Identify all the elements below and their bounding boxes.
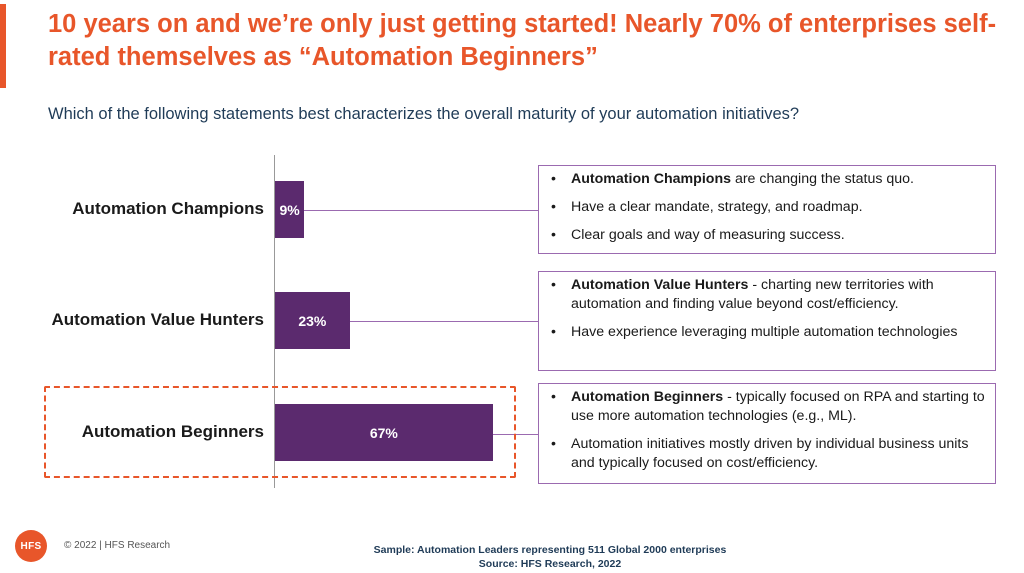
sample-note: Sample: Automation Leaders representing …	[373, 544, 727, 556]
survey-question: Which of the following statements best c…	[48, 105, 800, 123]
bar-automation-beginners: 67%	[275, 404, 493, 461]
connector-line	[349, 320, 538, 322]
bar-automation-value-hunters: 23%	[275, 292, 350, 349]
bar-value-label: 67%	[369, 424, 398, 441]
copyright-text: © 2022 | HFS Research	[64, 540, 171, 551]
highlight-dashed-box	[44, 386, 516, 478]
callout-bullet: Automation Value Hunters - charting new …	[547, 276, 985, 314]
chart-axis-line	[274, 155, 275, 488]
connector-line	[304, 209, 538, 211]
callout-bullet: Have experience leveraging multiple auto…	[547, 323, 985, 342]
category-label-automation-value-hunters: Automation Value Hunters	[51, 309, 264, 329]
bar-value-label: 9%	[279, 201, 300, 218]
callout-automation-champions: Automation Champions are changing the st…	[538, 165, 996, 254]
callout-bullet: Have a clear mandate, strategy, and road…	[547, 198, 985, 217]
hfs-logo: HFS	[15, 530, 47, 562]
callout-bullet: Automation Beginners - typically focused…	[547, 388, 985, 426]
category-label-automation-champions: Automation Champions	[72, 198, 264, 218]
callout-bullet: Automation initiatives mostly driven by …	[547, 435, 985, 473]
title-accent-bar	[0, 4, 6, 88]
slide-title: 10 years on and we’re only just getting …	[48, 10, 997, 71]
callout-bullet: Clear goals and way of measuring success…	[547, 226, 985, 245]
callout-automation-beginners: Automation Beginners - typically focused…	[538, 383, 996, 484]
bar-value-label: 23%	[298, 312, 327, 329]
source-note: Source: HFS Research, 2022	[478, 558, 622, 570]
bar-automation-champions: 9%	[275, 181, 305, 238]
category-label-automation-beginners: Automation Beginners	[81, 421, 264, 441]
callout-automation-value-hunters: Automation Value Hunters - charting new …	[538, 271, 996, 371]
callout-bullet: Automation Champions are changing the st…	[547, 170, 985, 189]
